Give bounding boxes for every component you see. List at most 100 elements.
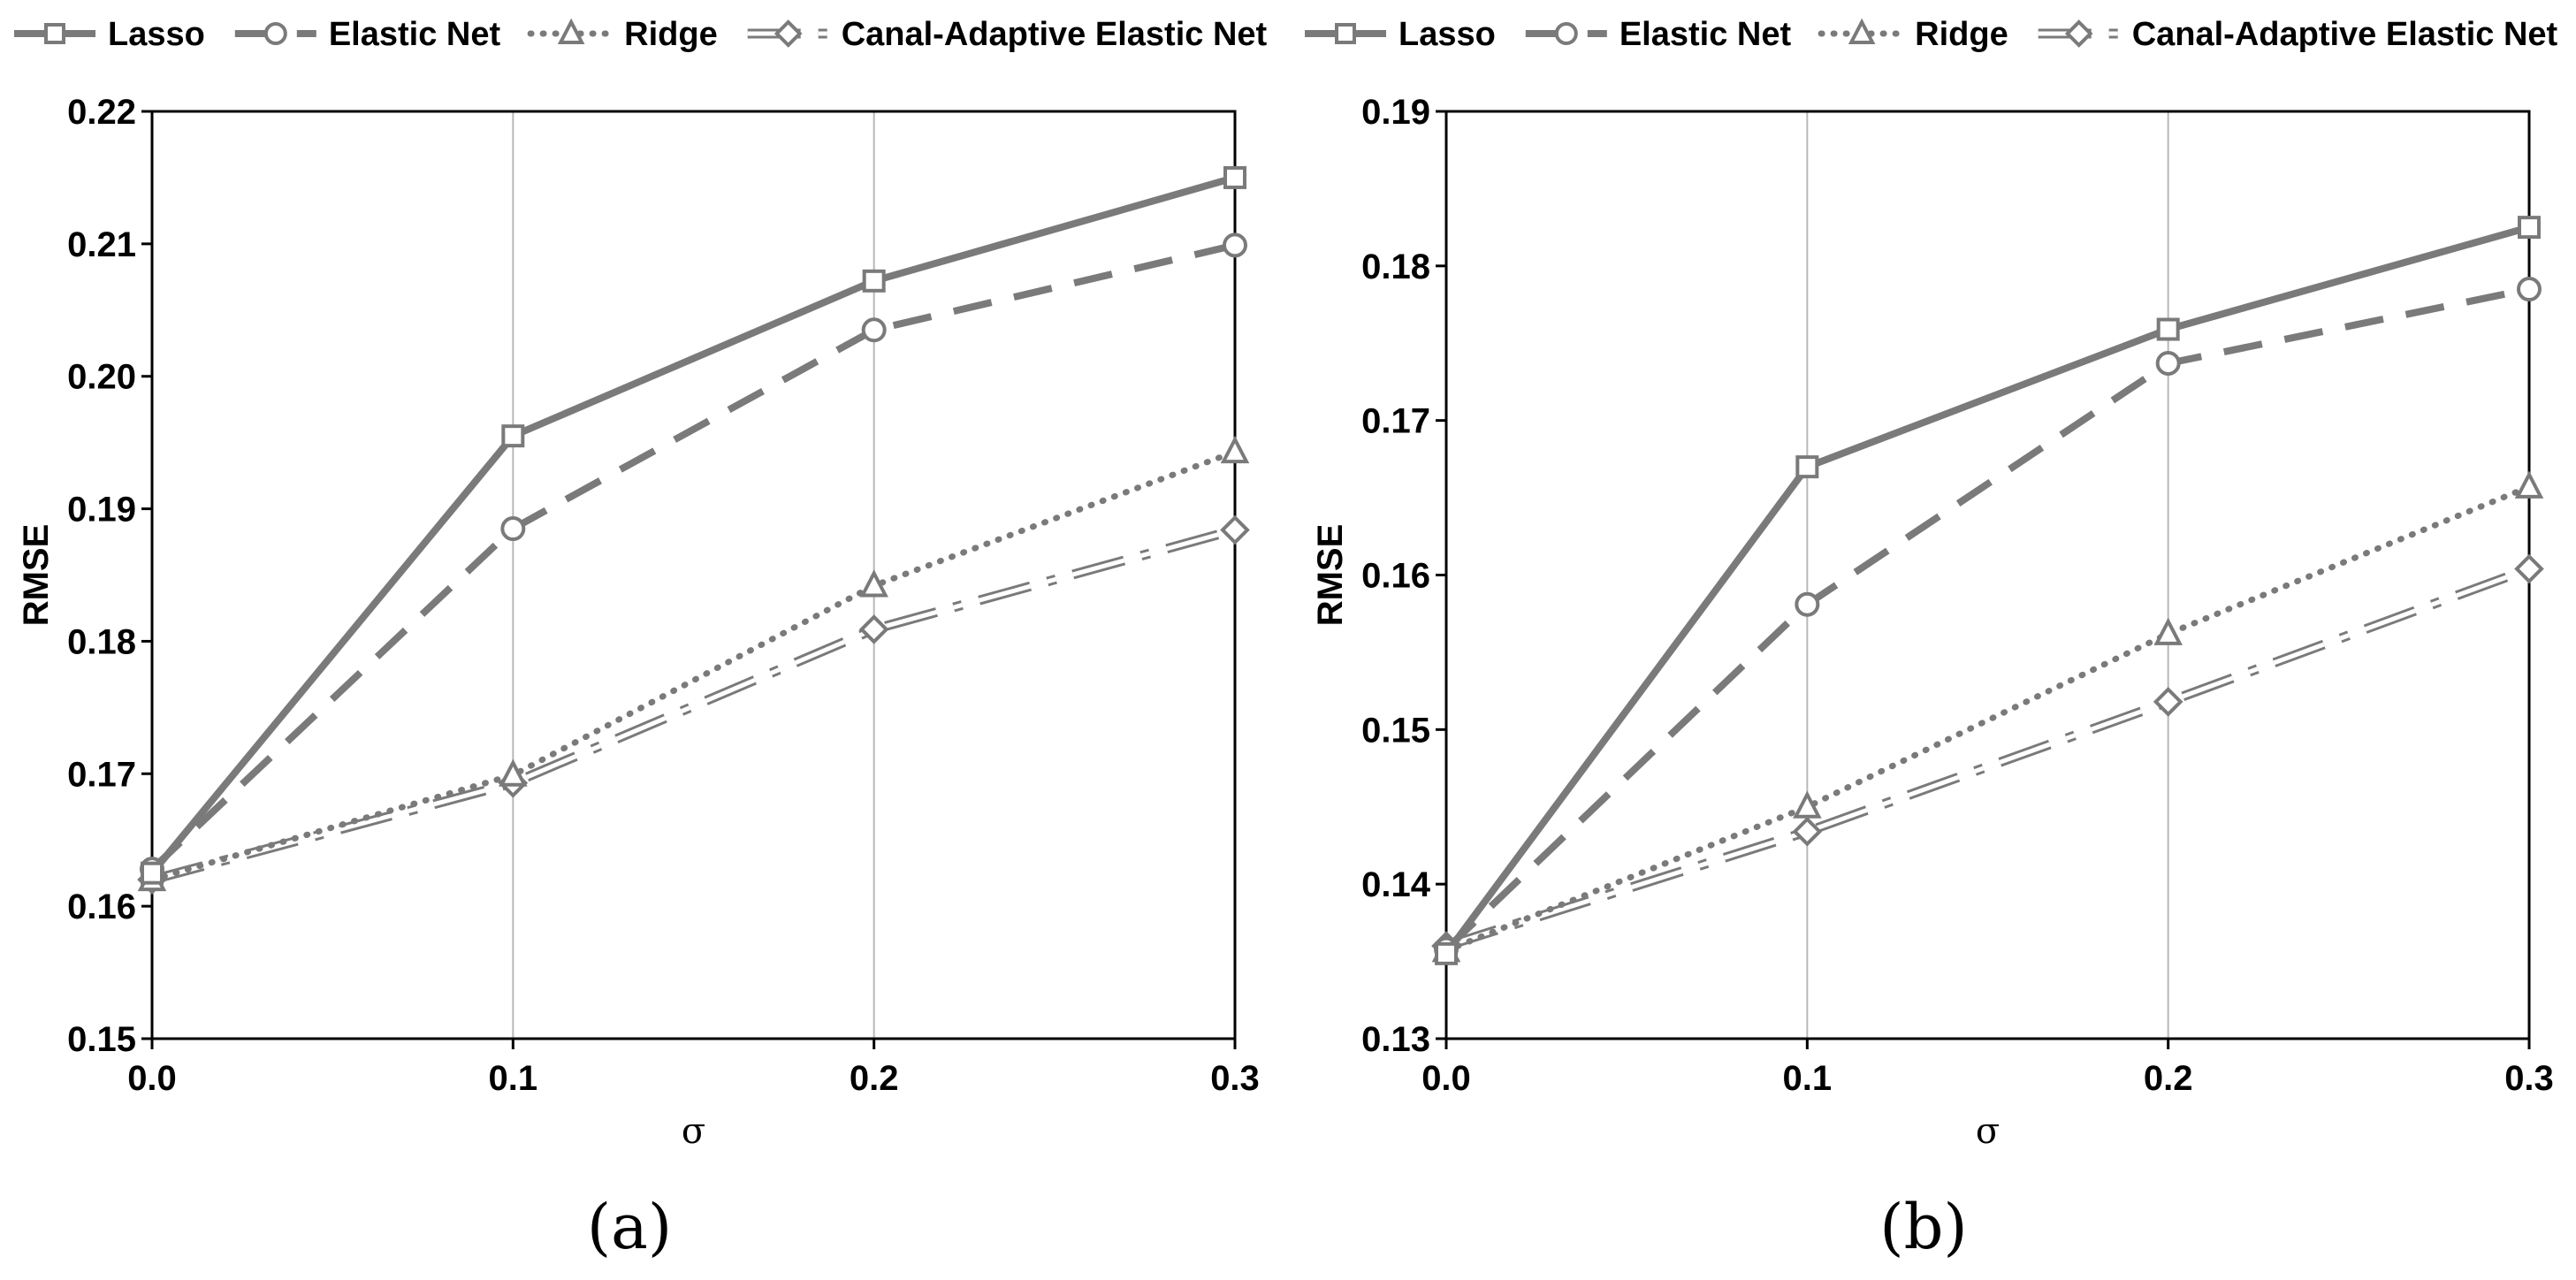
x-tick-label: 0.2 (2144, 1059, 2193, 1098)
data-point-circle-marker (1223, 232, 1247, 258)
legend-square-marker (1335, 23, 1356, 44)
x-tick-label: 0.3 (2504, 1059, 2554, 1098)
plot-area (150, 110, 1237, 1040)
legend-item-lasso: Lasso (1305, 16, 1496, 53)
legend-item-ridge: Ridge (527, 16, 718, 53)
ridge-line (1443, 484, 2533, 954)
legend-label: Lasso (1399, 16, 1496, 53)
chart-panel-b: 0.13 0.14 0.15 0.16 0.17 0.18 0.19 0.0 0.1 0.2 0.3… (1311, 93, 2554, 1263)
legend-label: Elastic Net (1620, 16, 1792, 53)
data-point-diamond-marker (2514, 553, 2544, 584)
y-tick-label: 0.22 (67, 93, 136, 132)
series-elastic-net (140, 232, 1247, 882)
x-axis-label: σ (1976, 1111, 2000, 1152)
legend-label: Canal-Adaptive Elastic Net (842, 16, 1268, 53)
legend-triangle-marker (1848, 18, 1876, 44)
legend-label: Ridge (624, 16, 718, 53)
y-tick-label: 0.17 (1361, 402, 1430, 441)
y-axis-label: RMSE (1311, 524, 1350, 627)
data-point-square-marker (862, 269, 886, 293)
x-tick-label: 0.0 (127, 1059, 177, 1098)
y-tick-label: 0.18 (67, 622, 136, 661)
legend-label: Elastic Net (329, 16, 501, 53)
canal-adaptive-elastic-net-line (1444, 564, 2531, 951)
data-point-diamond-marker (2153, 687, 2184, 717)
legend-item-elastic-net: Elastic Net (234, 16, 501, 53)
canal-adaptive-elastic-net-line (150, 525, 1237, 885)
x-tick-label: 0.1 (489, 1059, 538, 1098)
data-point-square-marker (2518, 216, 2541, 240)
y-tick-label: 0.21 (67, 225, 136, 264)
legend-diamond-marker (2064, 19, 2093, 48)
y-tick-label: 0.16 (1361, 557, 1430, 596)
y-axis-label: RMSE (17, 524, 56, 627)
y-tick-label: 0.18 (1361, 248, 1430, 286)
canal-adaptive-elastic-net-line-inner (1445, 567, 2530, 949)
series-lasso (1435, 216, 2541, 965)
y-tick-label: 0.19 (67, 491, 136, 530)
lasso-line (1443, 224, 2531, 956)
legend-triangle-marker (557, 18, 585, 44)
series-ridge (137, 435, 1250, 892)
x-tick-label: 0.3 (1210, 1059, 1260, 1098)
y-tick-label: 0.20 (67, 358, 136, 397)
series-canal-adaptive-elastic-net (1431, 553, 2544, 961)
legend-diamond-marker (774, 19, 803, 48)
y-tick-label: 0.19 (1361, 93, 1430, 132)
y-tick-label: 0.15 (1361, 711, 1430, 750)
legend-item-canal-adaptive-elastic-net: Canal-Adaptive Elastic Net (747, 16, 1268, 53)
data-point-circle-marker (861, 317, 887, 343)
y-tick-label: 0.13 (1361, 1020, 1430, 1059)
elastic-net-line (149, 241, 1236, 872)
x-tick-label: 0.2 (850, 1059, 899, 1098)
legend-item-canal-adaptive-elastic-net: Canal-Adaptive Elastic Net (2038, 16, 2558, 53)
ridge-line (149, 448, 1238, 883)
data-point-square-marker (141, 861, 164, 885)
data-point-square-marker (2156, 317, 2180, 341)
data-point-circle-marker (1795, 591, 1820, 617)
data-point-triangle-marker (859, 569, 888, 598)
legend-square-marker (44, 23, 65, 44)
y-tick-label: 0.16 (67, 888, 136, 926)
y-tick-label: 0.14 (1361, 865, 1431, 904)
data-point-triangle-marker (1793, 790, 1822, 819)
data-point-triangle-marker (2514, 470, 2544, 499)
y-tick-label: 0.15 (67, 1020, 136, 1059)
legend-circle-marker (263, 22, 287, 45)
legend-label: Ridge (1915, 16, 2008, 53)
plot-area (1444, 110, 2531, 1040)
panel-label: (a) (587, 1191, 672, 1263)
chart-panel-a: 0.15 0.16 0.17 0.18 0.19 0.20 0.21 0.22 0.0 0.1 0.… (17, 93, 1260, 1263)
legend-item-ridge: Ridge (1818, 16, 2008, 53)
legend-panel-a: Lasso Elastic Net Ridge Canal-Adaptive Elas… (14, 16, 1268, 53)
elastic-net-line (1444, 286, 2530, 952)
panel-label: (b) (1879, 1191, 1967, 1263)
data-point-square-marker (1795, 455, 1819, 479)
legend-panel-b: Lasso Elastic Net Ridge Canal-Adaptive Elas… (1305, 16, 2558, 53)
data-point-circle-marker (500, 516, 526, 542)
data-point-square-marker (501, 424, 525, 448)
x-tick-label: 0.0 (1421, 1059, 1471, 1098)
series-lasso (141, 165, 1246, 885)
legend-label: Canal-Adaptive Elastic Net (2132, 16, 2558, 53)
data-point-triangle-marker (1220, 435, 1250, 464)
y-tick-label: 0.17 (67, 755, 136, 794)
x-tick-label: 0.1 (1783, 1059, 1833, 1098)
data-point-square-marker (1223, 165, 1246, 189)
data-point-square-marker (1435, 941, 1458, 965)
canal-adaptive-elastic-net-line-inner (151, 528, 1236, 882)
data-point-diamond-marker (1220, 514, 1250, 545)
data-point-circle-marker (2155, 350, 2181, 376)
legend-item-lasso: Lasso (14, 16, 205, 53)
legend-item-elastic-net: Elastic Net (1525, 16, 1792, 53)
data-point-triangle-marker (499, 758, 528, 787)
lasso-line (149, 174, 1237, 876)
legend-label: Lasso (108, 16, 205, 53)
series-ridge (1431, 470, 2544, 963)
data-point-diamond-marker (858, 614, 889, 644)
legend-circle-marker (1554, 22, 1578, 45)
data-point-circle-marker (2517, 277, 2542, 302)
series-elastic-net (1434, 277, 2542, 962)
data-point-triangle-marker (2153, 617, 2183, 645)
